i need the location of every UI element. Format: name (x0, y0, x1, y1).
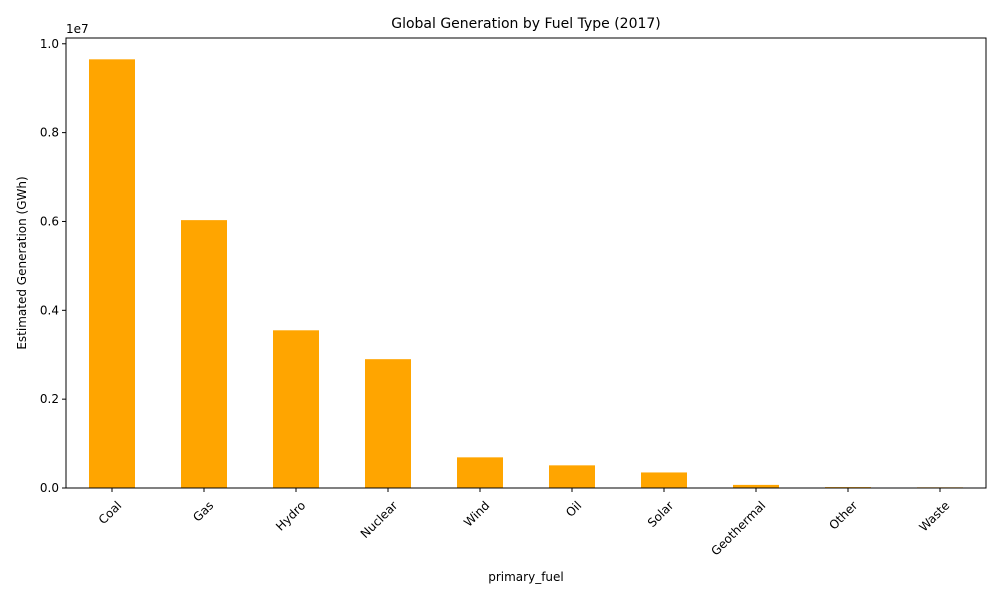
bar-hydro (273, 330, 319, 488)
y-tick-label: 0.2 (40, 392, 59, 406)
x-tick-label: Hydro (273, 498, 308, 533)
y-tick-label: 0.0 (40, 481, 59, 495)
y-tick-label: 1.0 (40, 37, 59, 51)
y-axis-offset-label: 1e7 (66, 22, 89, 36)
x-tick-label: Wind (461, 498, 492, 529)
bar-solar (641, 472, 687, 488)
bar-coal (89, 59, 135, 488)
y-axis-label: Estimated Generation (GWh) (15, 176, 29, 349)
bars-group (89, 59, 963, 489)
x-tick-label: Gas (190, 498, 216, 524)
x-tick-label: Oil (563, 498, 584, 519)
bar-oil (549, 465, 595, 488)
x-tick-label: Geothermal (708, 498, 768, 558)
x-tick-label: Nuclear (358, 498, 401, 541)
x-tick-label: Other (826, 498, 860, 532)
bar-gas (181, 220, 227, 489)
x-axis-label: primary_fuel (488, 570, 564, 584)
bar-geothermal (733, 484, 779, 488)
bar-nuclear (365, 359, 411, 488)
plot-frame (65, 37, 987, 489)
y-tick-label: 0.4 (40, 303, 59, 317)
x-tick-label: Waste (916, 498, 952, 534)
bar-wind (457, 457, 503, 488)
x-tick-label: Coal (96, 498, 125, 527)
chart-title: Global Generation by Fuel Type (2017) (391, 16, 661, 32)
x-axis-ticks: Coal Gas Hydro Nuclear Wind Oil Solar Geotherma… (96, 488, 952, 558)
y-axis-ticks: 0.0 0.2 0.4 0.6 0.8 1.0 (40, 37, 66, 495)
y-tick-label: 0.6 (40, 214, 59, 228)
x-tick-label: Solar (645, 498, 677, 530)
y-tick-label: 0.8 (40, 126, 59, 140)
